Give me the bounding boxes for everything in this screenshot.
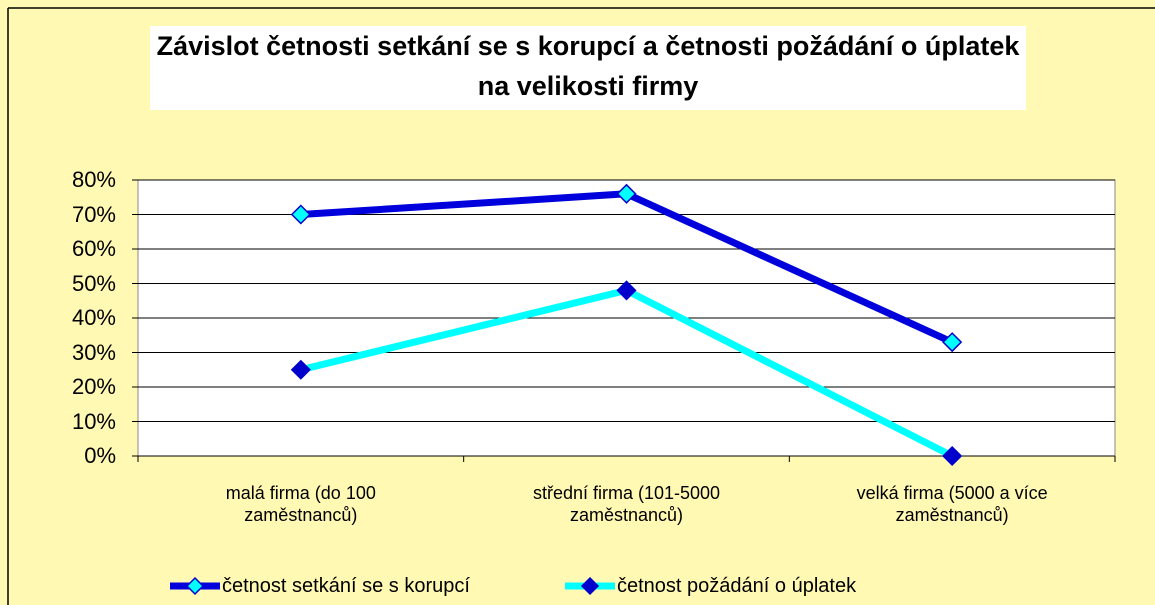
marker (290, 359, 311, 380)
y-tick-label: 20% (71, 374, 116, 399)
marker (942, 445, 963, 467)
legend-label: četnost setkání se s korupcí (222, 575, 470, 597)
x-tick-label: střední firma (101-5000 zaměstnanců) (532, 483, 721, 525)
marker (942, 332, 963, 353)
marker (616, 280, 637, 301)
y-tick-label: 40% (71, 305, 116, 330)
legend-marker (580, 576, 600, 596)
chart-title: Závislot četnosti setkání se s korupcí a… (150, 26, 1026, 110)
y-tick-label: 60% (71, 236, 116, 261)
x-tick-label: malá firma (do 100 zaměstnanců) (225, 483, 376, 525)
y-tick-label: 10% (71, 408, 116, 434)
marker (290, 204, 311, 225)
marker (616, 183, 637, 204)
y-tick-label: 0% (84, 443, 116, 468)
y-tick-label: 80% (71, 167, 116, 192)
y-tick-label: 50% (71, 270, 116, 296)
y-tick-label: 70% (71, 201, 116, 227)
y-tick-label: 30% (71, 339, 116, 365)
x-tick-label: velká firma (5000 a více zaměstnanců) (856, 483, 1048, 525)
legend-marker (185, 576, 205, 596)
legend-label: četnost požádání o úplatek (617, 575, 857, 597)
